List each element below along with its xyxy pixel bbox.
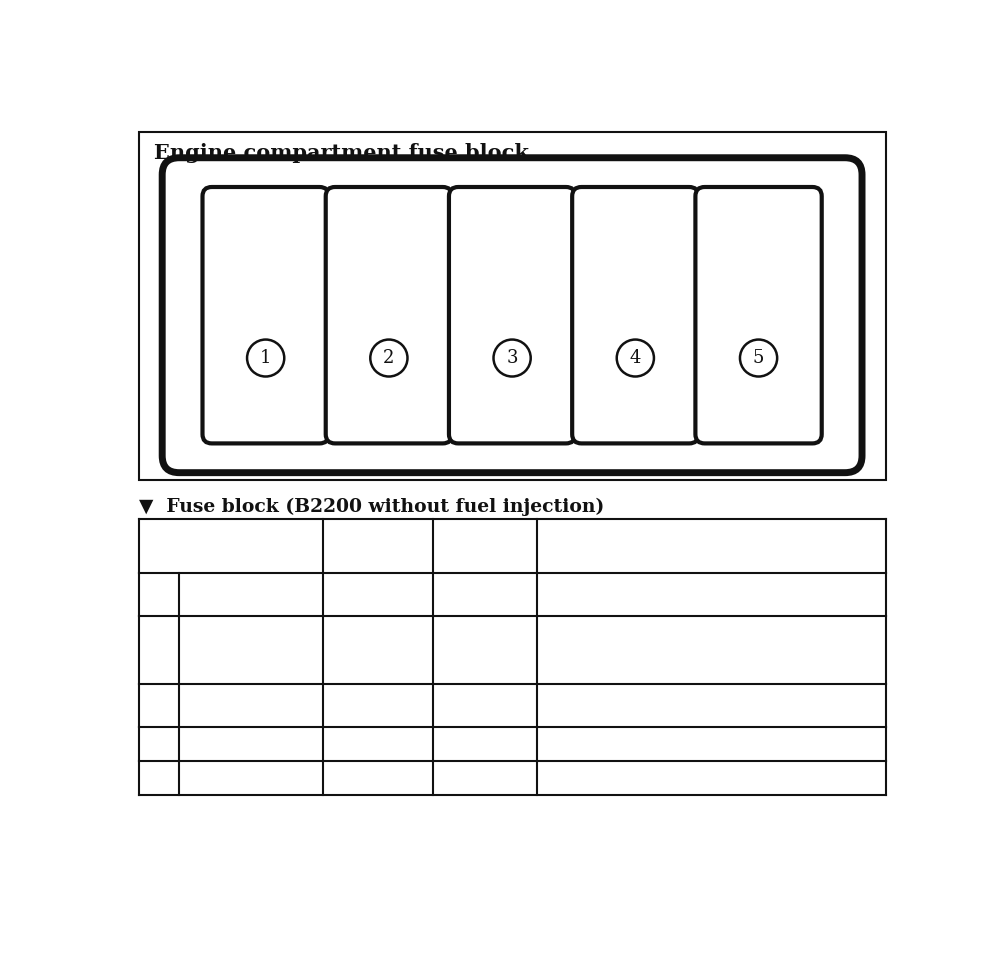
Text: HEAD: HEAD <box>229 588 272 601</box>
Text: —: — <box>478 737 492 751</box>
Text: 2: 2 <box>383 349 395 367</box>
Bar <box>139 727 886 761</box>
Text: 3: 3 <box>154 698 164 712</box>
Circle shape <box>494 340 531 377</box>
Text: —: — <box>244 771 258 785</box>
Text: 4: 4 <box>154 737 164 751</box>
Text: For protection of all circuits: For protection of all circuits <box>548 699 736 711</box>
Text: 1: 1 <box>260 349 271 367</box>
Text: Headlights: Headlights <box>548 588 621 601</box>
Text: 4: 4 <box>630 349 641 367</box>
Text: COLOR: COLOR <box>455 539 515 553</box>
Text: PINK: PINK <box>466 588 504 601</box>
Text: 30A: 30A <box>364 643 391 656</box>
Text: 30A: 30A <box>364 588 391 601</box>
Bar <box>139 573 886 616</box>
Text: MAIN: MAIN <box>230 698 272 712</box>
Bar <box>139 519 886 573</box>
Text: 5: 5 <box>154 771 164 785</box>
Circle shape <box>370 340 407 377</box>
Text: PINK: PINK <box>466 643 504 656</box>
Text: —: — <box>548 738 561 750</box>
FancyBboxPatch shape <box>572 187 698 443</box>
Circle shape <box>617 340 654 377</box>
Bar <box>139 761 886 795</box>
Text: Tail, Stop, Hazard and Room
fuses: Tail, Stop, Hazard and Room fuses <box>548 636 741 664</box>
Text: Engine compartment fuse block: Engine compartment fuse block <box>154 143 529 164</box>
Bar <box>139 616 886 683</box>
Text: 3: 3 <box>506 349 518 367</box>
Text: BLACK: BLACK <box>460 698 510 712</box>
Text: DESCRIPTION: DESCRIPTION <box>171 539 291 553</box>
Text: ▼  Fuse block (B2200 without fuel injection): ▼ Fuse block (B2200 without fuel injecti… <box>139 499 604 516</box>
FancyBboxPatch shape <box>695 187 822 443</box>
Bar <box>139 683 886 727</box>
FancyBboxPatch shape <box>202 187 329 443</box>
Text: —: — <box>371 737 385 751</box>
Text: 1: 1 <box>154 588 164 601</box>
FancyBboxPatch shape <box>162 158 862 472</box>
Text: —: — <box>548 771 561 784</box>
FancyBboxPatch shape <box>139 132 886 480</box>
Text: —: — <box>244 737 258 751</box>
FancyBboxPatch shape <box>449 187 575 443</box>
Text: PROTECTED COMPONENT: PROTECTED COMPONENT <box>600 539 823 553</box>
Text: 5: 5 <box>753 349 764 367</box>
FancyBboxPatch shape <box>326 187 452 443</box>
Circle shape <box>740 340 777 377</box>
Text: FUSE
RATING: FUSE RATING <box>345 530 411 561</box>
Text: 80A: 80A <box>364 698 391 712</box>
Text: BTN: BTN <box>235 643 267 656</box>
Text: —: — <box>478 771 492 785</box>
Text: —: — <box>371 771 385 785</box>
Circle shape <box>247 340 284 377</box>
Text: 2: 2 <box>154 643 164 656</box>
